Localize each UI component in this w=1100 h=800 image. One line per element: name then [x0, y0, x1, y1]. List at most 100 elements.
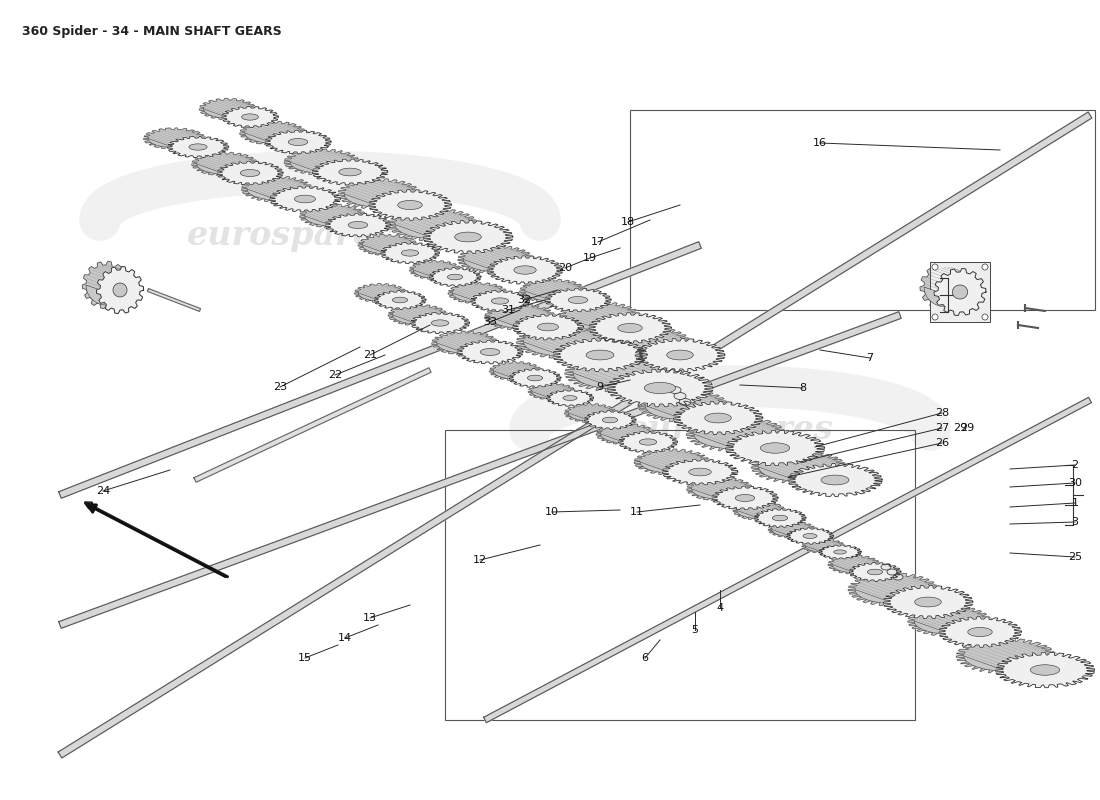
Ellipse shape: [893, 574, 903, 580]
Polygon shape: [452, 293, 525, 310]
Polygon shape: [368, 190, 451, 220]
Text: 22: 22: [328, 370, 342, 380]
Ellipse shape: [527, 375, 542, 381]
Ellipse shape: [431, 320, 449, 326]
Polygon shape: [204, 109, 274, 126]
Text: 6: 6: [641, 653, 649, 663]
Text: 9: 9: [596, 382, 604, 392]
Polygon shape: [525, 291, 606, 310]
Ellipse shape: [705, 413, 732, 423]
Polygon shape: [58, 242, 702, 498]
Polygon shape: [197, 164, 278, 183]
Polygon shape: [565, 354, 671, 392]
Polygon shape: [531, 391, 590, 405]
Ellipse shape: [669, 386, 681, 394]
Polygon shape: [924, 287, 982, 312]
Text: 29: 29: [953, 423, 967, 433]
Polygon shape: [463, 259, 557, 282]
Polygon shape: [338, 178, 420, 210]
Ellipse shape: [349, 222, 367, 229]
Polygon shape: [305, 216, 386, 235]
Text: 25: 25: [1068, 552, 1082, 562]
Polygon shape: [635, 449, 710, 475]
Ellipse shape: [288, 138, 308, 146]
Polygon shape: [588, 313, 671, 343]
Polygon shape: [388, 304, 447, 326]
Polygon shape: [448, 282, 507, 304]
Ellipse shape: [639, 439, 657, 445]
Ellipse shape: [667, 350, 693, 360]
Polygon shape: [686, 416, 785, 452]
Text: 21: 21: [363, 350, 377, 360]
Text: eurospares: eurospares: [187, 218, 394, 251]
Ellipse shape: [454, 232, 482, 242]
Ellipse shape: [674, 393, 686, 399]
Polygon shape: [490, 317, 578, 338]
Ellipse shape: [689, 468, 712, 476]
Polygon shape: [363, 245, 434, 262]
Text: 18: 18: [620, 217, 635, 227]
Text: eurospares: eurospares: [627, 414, 834, 446]
Ellipse shape: [760, 442, 790, 454]
Polygon shape: [848, 573, 938, 606]
Polygon shape: [751, 450, 846, 483]
Ellipse shape: [113, 283, 127, 297]
Polygon shape: [487, 256, 563, 284]
Polygon shape: [432, 331, 498, 355]
Text: 24: 24: [96, 486, 110, 496]
Ellipse shape: [398, 201, 422, 210]
Polygon shape: [832, 565, 896, 580]
Polygon shape: [471, 290, 529, 312]
Polygon shape: [148, 138, 224, 156]
Polygon shape: [290, 162, 382, 183]
Polygon shape: [194, 368, 431, 482]
Ellipse shape: [563, 395, 578, 401]
Ellipse shape: [618, 323, 642, 333]
Text: 11: 11: [630, 507, 644, 517]
Polygon shape: [640, 462, 732, 483]
Polygon shape: [147, 289, 200, 311]
Ellipse shape: [735, 494, 755, 502]
Text: 7: 7: [867, 353, 873, 363]
Polygon shape: [596, 423, 656, 445]
Text: 8: 8: [800, 383, 806, 393]
Ellipse shape: [402, 250, 419, 256]
Text: 3: 3: [1071, 517, 1078, 527]
Polygon shape: [248, 189, 336, 210]
Polygon shape: [494, 371, 557, 386]
Polygon shape: [544, 288, 610, 312]
Polygon shape: [270, 186, 340, 212]
Polygon shape: [324, 214, 390, 237]
Polygon shape: [424, 221, 513, 254]
Polygon shape: [374, 290, 426, 310]
Text: 28: 28: [935, 408, 949, 418]
Polygon shape: [409, 261, 461, 279]
Text: 17: 17: [591, 237, 605, 247]
Ellipse shape: [881, 564, 891, 570]
Ellipse shape: [772, 515, 788, 521]
Text: 4: 4: [716, 603, 724, 613]
Text: 31: 31: [500, 305, 515, 315]
Text: 29: 29: [960, 423, 975, 433]
Polygon shape: [344, 194, 446, 218]
Polygon shape: [359, 234, 417, 256]
Polygon shape: [607, 369, 713, 407]
Ellipse shape: [242, 114, 258, 120]
Text: 360 Spider - 34 - MAIN SHAFT GEARS: 360 Spider - 34 - MAIN SHAFT GEARS: [22, 25, 282, 38]
Ellipse shape: [295, 195, 316, 203]
Text: 26: 26: [935, 438, 949, 448]
Polygon shape: [733, 501, 785, 520]
Polygon shape: [86, 285, 140, 310]
Polygon shape: [388, 208, 477, 241]
Polygon shape: [645, 406, 756, 432]
Text: 15: 15: [298, 653, 312, 663]
Polygon shape: [788, 463, 882, 497]
Polygon shape: [564, 403, 616, 422]
Polygon shape: [312, 159, 388, 185]
Ellipse shape: [968, 627, 992, 637]
Polygon shape: [143, 128, 205, 149]
Ellipse shape: [448, 274, 463, 280]
Ellipse shape: [645, 382, 675, 394]
Polygon shape: [242, 176, 312, 202]
Text: 23: 23: [273, 382, 287, 392]
